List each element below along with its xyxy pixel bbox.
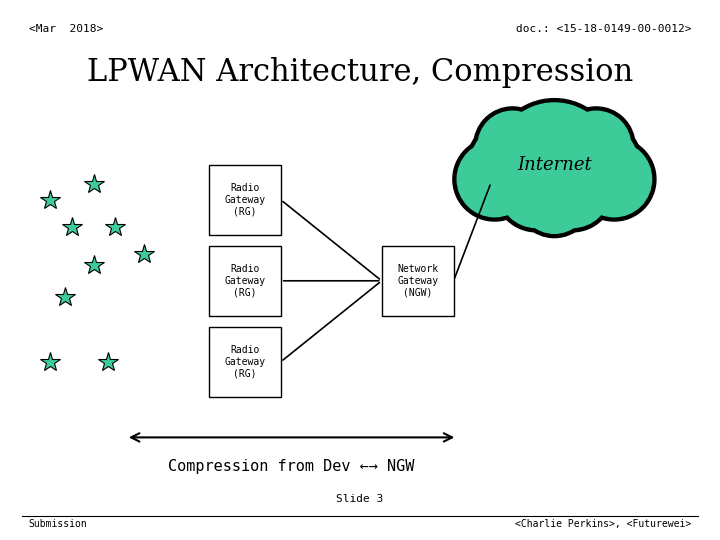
Ellipse shape <box>577 142 652 217</box>
Ellipse shape <box>520 164 589 233</box>
Text: Compression from Dev ←→ NGW: Compression from Dev ←→ NGW <box>168 459 415 474</box>
FancyBboxPatch shape <box>382 246 454 316</box>
Ellipse shape <box>466 117 564 215</box>
Ellipse shape <box>572 138 656 221</box>
Ellipse shape <box>495 103 613 221</box>
FancyBboxPatch shape <box>209 246 281 316</box>
Text: LPWAN Architecture, Compression: LPWAN Architecture, Compression <box>87 57 633 87</box>
Ellipse shape <box>531 148 614 232</box>
Text: Slide 3: Slide 3 <box>336 494 384 504</box>
Text: Network
Gateway
(NGW): Network Gateway (NGW) <box>397 264 438 298</box>
Ellipse shape <box>562 111 631 180</box>
Ellipse shape <box>474 107 552 185</box>
Ellipse shape <box>557 107 635 185</box>
Ellipse shape <box>549 122 639 211</box>
Text: Submission: Submission <box>29 519 88 530</box>
Text: Radio
Gateway
(RG): Radio Gateway (RG) <box>224 345 266 379</box>
Ellipse shape <box>470 122 559 211</box>
FancyBboxPatch shape <box>209 327 281 397</box>
Ellipse shape <box>457 142 532 217</box>
Text: Radio
Gateway
(RG): Radio Gateway (RG) <box>224 264 266 298</box>
Ellipse shape <box>491 99 618 225</box>
Text: Internet: Internet <box>517 156 592 174</box>
Ellipse shape <box>453 138 536 221</box>
Text: doc.: <15-18-0149-00-0012>: doc.: <15-18-0149-00-0012> <box>516 24 691 35</box>
Text: <Mar  2018>: <Mar 2018> <box>29 24 103 35</box>
Ellipse shape <box>499 153 574 227</box>
FancyBboxPatch shape <box>209 165 281 235</box>
Ellipse shape <box>495 148 578 232</box>
Ellipse shape <box>545 117 643 215</box>
Ellipse shape <box>535 153 610 227</box>
Ellipse shape <box>478 111 547 180</box>
Ellipse shape <box>516 160 593 238</box>
Text: Radio
Gateway
(RG): Radio Gateway (RG) <box>224 183 266 217</box>
Text: <Charlie Perkins>, <Futurewei>: <Charlie Perkins>, <Futurewei> <box>515 519 691 530</box>
